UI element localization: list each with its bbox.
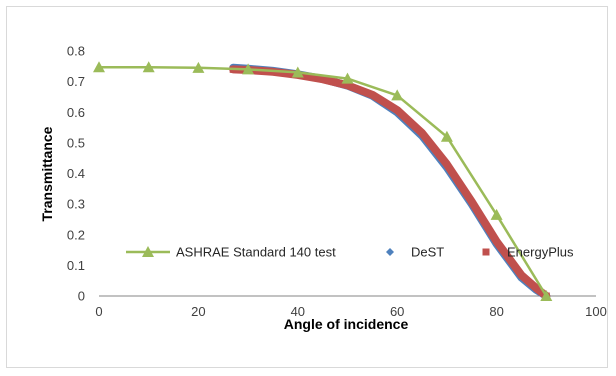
- series-line: [97, 65, 548, 298]
- y-tick-label: 0.3: [67, 197, 85, 212]
- x-axis-title: Angle of incidence: [284, 316, 409, 332]
- y-tick-label: 0.7: [67, 74, 85, 89]
- data-point: [142, 61, 155, 73]
- legend-label: DeST: [411, 245, 444, 260]
- data-point: [540, 290, 553, 301]
- data-point: [242, 63, 255, 75]
- legend-marker: [142, 246, 154, 257]
- legend-label: EnergyPlus: [507, 245, 574, 260]
- x-tick-label: 80: [489, 304, 503, 319]
- legend-entry: DeST: [386, 245, 444, 260]
- y-tick-label: 0.1: [67, 258, 85, 273]
- data-point: [490, 208, 503, 220]
- x-tick-labels: 0 20 40 60 80 100: [95, 304, 606, 319]
- y-tick-label: 0.5: [67, 135, 85, 150]
- data-point: [291, 66, 304, 78]
- x-tick-label: 20: [191, 304, 205, 319]
- y-tick-label: 0.6: [67, 105, 85, 120]
- y-tick-label: 0.2: [67, 227, 85, 242]
- series-0: [93, 61, 553, 301]
- y-tick-label: 0: [78, 289, 85, 304]
- data-point: [341, 72, 354, 84]
- x-tick-label: 40: [291, 304, 305, 319]
- x-tick-label: 100: [585, 304, 607, 319]
- series-line: [229, 65, 551, 300]
- data-point: [192, 61, 205, 73]
- series-layer: [93, 61, 553, 301]
- legend-entry: ASHRAE Standard 140 test: [126, 245, 336, 260]
- data-point: [440, 130, 453, 142]
- legend-label: ASHRAE Standard 140 test: [176, 245, 336, 260]
- y-tick-label: 0.4: [67, 166, 85, 181]
- data-point: [93, 61, 105, 73]
- series-2: [229, 65, 551, 300]
- legend-marker: [386, 248, 394, 256]
- y-axis-title: Transmittance: [39, 126, 55, 221]
- y-tick-label: 0.8: [67, 44, 85, 59]
- series-1: [229, 63, 551, 300]
- data-point: [391, 89, 404, 101]
- y-tick-labels: 0 0.1 0.2 0.3 0.4 0.5 0.6 0.7 0.8: [67, 44, 85, 304]
- legend: ASHRAE Standard 140 test DeST EnergyPlus: [126, 245, 574, 260]
- x-tick-label: 60: [390, 304, 404, 319]
- legend-marker: [482, 248, 490, 256]
- legend-entry: EnergyPlus: [482, 245, 574, 260]
- x-tick-label: 0: [95, 304, 102, 319]
- chart-frame: [6, 6, 608, 368]
